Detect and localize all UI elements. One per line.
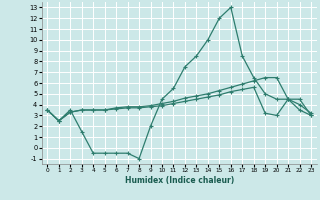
X-axis label: Humidex (Indice chaleur): Humidex (Indice chaleur) <box>124 176 234 185</box>
